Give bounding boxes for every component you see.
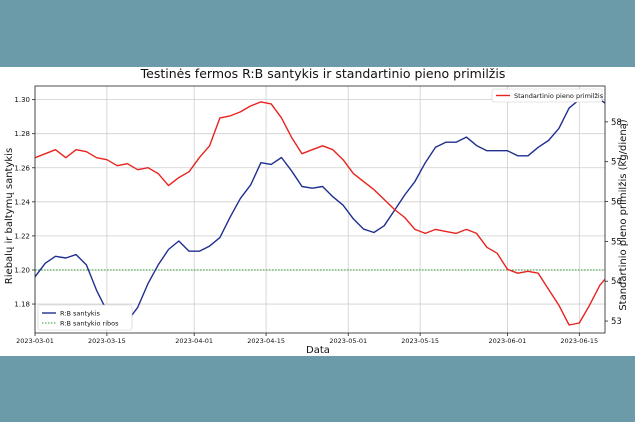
y-axis-label-left: Riebalų ir baltymų santykis [4, 148, 15, 284]
chart-title: Testinės fermos R:B santykis ir standart… [140, 67, 506, 81]
plot-frame [34, 85, 606, 334]
y-right-tick-label: 53 [611, 317, 622, 327]
y-left-tick-label: 1.26 [14, 164, 30, 172]
legend-label-standard-milk: Standartinio pieno primilžis [514, 92, 604, 100]
axis-ticks: 2023-03-01 2023-03-15 2023-04-01 2023-04-15… [14, 96, 621, 345]
x-tick-label: 2023-06-15 [560, 337, 598, 345]
series-line-rb-ratio [35, 95, 605, 322]
x-tick-label: 2023-06-01 [489, 337, 527, 345]
y-left-tick-label: 1.22 [14, 232, 30, 240]
legend-right: Standartinio pieno primilžis [491, 88, 604, 103]
y-left-tick-label: 1.24 [14, 198, 30, 206]
x-tick-label: 2023-05-01 [329, 337, 367, 345]
plot-marks [35, 95, 605, 326]
legend-left-box [37, 304, 133, 331]
x-tick-label: 2023-05-15 [401, 337, 439, 345]
y-left-tick-label: 1.18 [14, 301, 30, 309]
y-left-tick-label: 1.30 [14, 96, 30, 104]
y-right-tick-label: 54 [611, 277, 622, 287]
series-line-standard-milk [35, 101, 605, 326]
x-tick-label: 2023-04-01 [175, 337, 213, 345]
chart-svg: Testinės fermos R:B santykis ir standart… [4, 67, 629, 356]
legend-left: R:B santykis R:B santykio ribos [37, 304, 133, 331]
x-tick-label: 2023-03-15 [88, 337, 126, 345]
y-left-tick-label: 1.20 [14, 266, 30, 274]
y-left-tick-label: 1.28 [14, 130, 30, 138]
grid [34, 86, 605, 333]
legend-label-rb-ratio: R:B santykis [60, 310, 100, 318]
x-tick-label: 2023-04-15 [247, 337, 285, 345]
legend-label-threshold: R:B santykio ribos [60, 320, 119, 328]
chart-figure: Testinės fermos R:B santykis ir standart… [0, 67, 635, 356]
legend-right-box [491, 88, 603, 103]
y-axis-label-right: Standartinio pieno primilžis (kg/dieną) [617, 119, 629, 310]
y-right-tick-label: 58 [611, 118, 622, 128]
x-tick-label: 2023-03-01 [16, 337, 54, 345]
y-right-tick-label: 55 [611, 237, 622, 247]
x-axis-label: Data [306, 345, 330, 356]
y-right-tick-label: 57 [611, 158, 622, 168]
y-right-tick-label: 56 [611, 198, 622, 208]
